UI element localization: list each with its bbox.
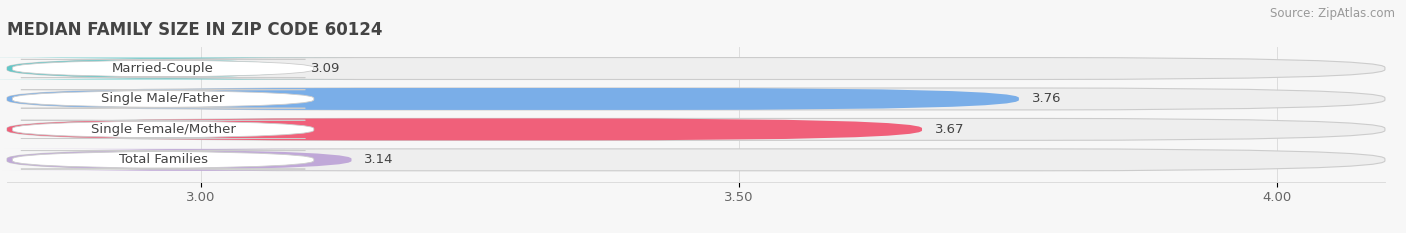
FancyBboxPatch shape bbox=[0, 58, 356, 79]
Text: Married-Couple: Married-Couple bbox=[112, 62, 214, 75]
Text: 3.14: 3.14 bbox=[364, 153, 394, 166]
Text: 3.76: 3.76 bbox=[1032, 93, 1062, 106]
Text: Single Female/Mother: Single Female/Mother bbox=[90, 123, 236, 136]
FancyBboxPatch shape bbox=[7, 88, 1019, 110]
Text: Total Families: Total Families bbox=[118, 153, 208, 166]
FancyBboxPatch shape bbox=[13, 151, 314, 169]
Text: MEDIAN FAMILY SIZE IN ZIP CODE 60124: MEDIAN FAMILY SIZE IN ZIP CODE 60124 bbox=[7, 21, 382, 39]
FancyBboxPatch shape bbox=[7, 149, 1385, 171]
FancyBboxPatch shape bbox=[3, 149, 356, 171]
Text: Source: ZipAtlas.com: Source: ZipAtlas.com bbox=[1270, 7, 1395, 20]
FancyBboxPatch shape bbox=[7, 118, 1385, 140]
FancyBboxPatch shape bbox=[13, 120, 314, 139]
FancyBboxPatch shape bbox=[13, 59, 314, 78]
FancyBboxPatch shape bbox=[7, 58, 1385, 79]
FancyBboxPatch shape bbox=[7, 118, 922, 140]
Text: Single Male/Father: Single Male/Father bbox=[101, 93, 225, 106]
Text: 3.67: 3.67 bbox=[935, 123, 965, 136]
FancyBboxPatch shape bbox=[7, 88, 1385, 110]
Text: 3.09: 3.09 bbox=[311, 62, 340, 75]
FancyBboxPatch shape bbox=[13, 90, 314, 108]
